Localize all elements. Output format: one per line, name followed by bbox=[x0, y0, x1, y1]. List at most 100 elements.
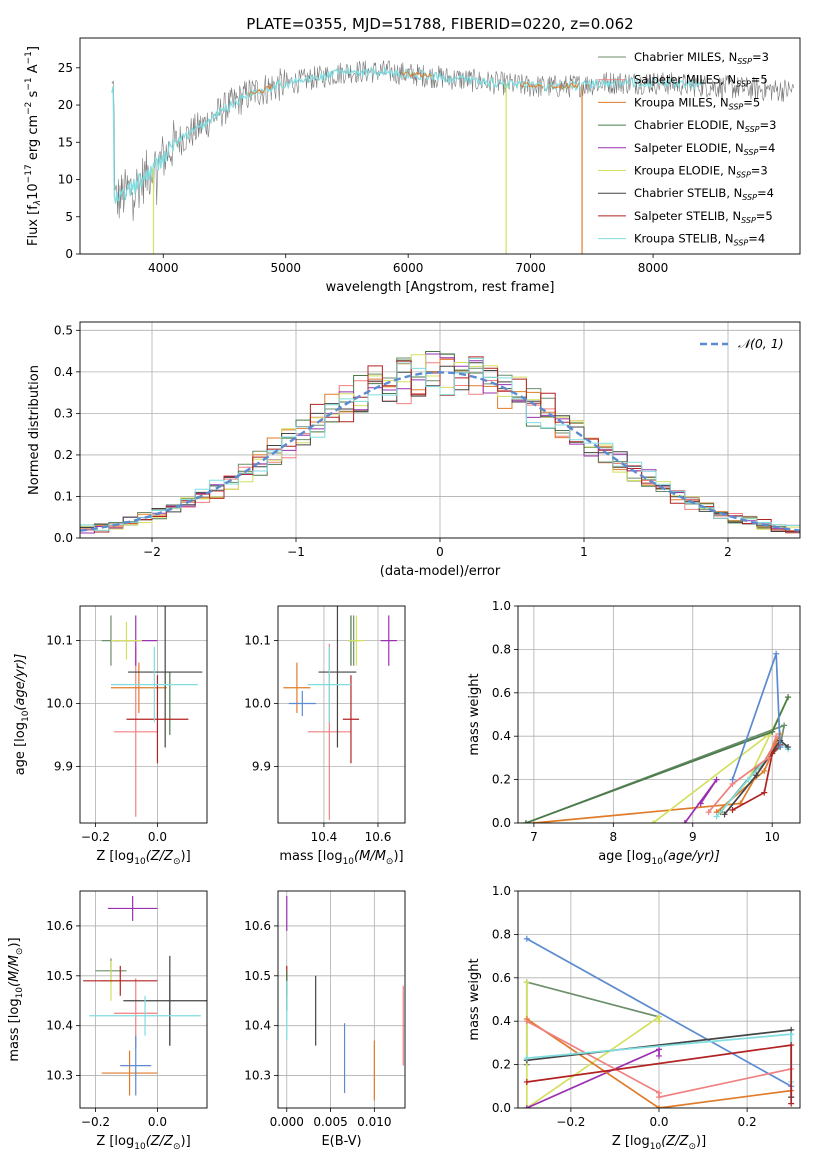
age-Z-ytick-label-0: 9.9 bbox=[54, 759, 73, 773]
weight-Z-plot-area bbox=[518, 891, 800, 1108]
weight-Z-marker-8-0 bbox=[523, 1078, 530, 1085]
mass-Z-ylabel: mass [log10(M/M⊙)] bbox=[7, 937, 25, 1061]
spectrum-xtick-label-4: 8000 bbox=[638, 261, 669, 275]
mass-Z-point-9 bbox=[120, 1035, 152, 1096]
weight-Z-marker-8-1 bbox=[788, 1042, 795, 1049]
weight-Z-marker-7-0 bbox=[523, 1055, 530, 1062]
weight-age-xtick-label-2: 9 bbox=[689, 830, 697, 844]
weight-age-marker-8-1 bbox=[769, 728, 776, 735]
mass-Z-frame bbox=[79, 890, 208, 1109]
age-mass-ytick-label-1: 10.0 bbox=[244, 696, 271, 710]
spectrum-xtick-label-2: 6000 bbox=[393, 261, 424, 275]
weight-age-marker-3-1 bbox=[713, 776, 720, 783]
legend-label-8: Kroupa STELIB, NSSP=4 bbox=[634, 232, 765, 248]
legend-label-2: Kroupa MILES, NSSP=5 bbox=[634, 95, 760, 111]
residuals-ytick-label-4: 0.4 bbox=[54, 365, 73, 379]
mass-EBV-ytick-label-0: 10.3 bbox=[244, 1069, 271, 1083]
panel-weight-age: 7 8 9 10 0.0 0.2 0.4 0.6 0.8 1.0 age [log10(age/yr… bbox=[467, 599, 801, 867]
mass-EBV-xlabel: E(B-V) bbox=[321, 1134, 361, 1149]
mass-EBV-ytick-label-1: 10.4 bbox=[244, 1019, 271, 1033]
age-Z-point-2 bbox=[110, 662, 167, 713]
residuals-ytick-label-3: 0.3 bbox=[54, 406, 73, 420]
age-mass-point-8 bbox=[307, 646, 351, 723]
age-Z-plot-area bbox=[80, 606, 207, 823]
panel-age-mass: 10.4 10.6 9.9 10.0 10.1 mass [log10(M/M⊙)] bbox=[244, 605, 406, 867]
figure-title: PLATE=0355, MJD=51788, FIBERID=0220, z=0… bbox=[246, 15, 633, 33]
residuals-plot-area bbox=[80, 322, 800, 538]
weight-Z-marker-3-0 bbox=[523, 1105, 530, 1108]
weight-age-marker-7-3 bbox=[773, 733, 780, 740]
residuals-xtick-label-3: 1 bbox=[580, 545, 588, 559]
weight-Z-marker-3-1 bbox=[656, 1046, 662, 1053]
mass-Z-plot-area bbox=[80, 891, 207, 1108]
mass-Z-xtick-label-1: 0.0 bbox=[148, 1115, 167, 1129]
age-Z-ytick-label-1: 10.0 bbox=[46, 696, 73, 710]
spectrum-ytick-label-4: 20 bbox=[58, 98, 73, 112]
spectrum-legend: Chabrier MILES, NSSP=3 Salpeter MILES, NS… bbox=[598, 50, 776, 248]
spectrum-model-line bbox=[111, 66, 703, 204]
weight-age-series-7 bbox=[707, 735, 777, 813]
spectrum-orange-seg-2 bbox=[520, 82, 544, 89]
weight-age-marker-9-2 bbox=[777, 744, 784, 751]
spectrum-orange-seg-3 bbox=[548, 82, 579, 90]
mass-Z-point-4 bbox=[107, 895, 158, 921]
spectrum-frame bbox=[79, 37, 801, 255]
age-mass-point-7 bbox=[342, 675, 360, 764]
mass-EBV-ytick-label-3: 10.6 bbox=[244, 919, 271, 933]
weight-Z-ytick-label-4: 0.8 bbox=[492, 927, 511, 941]
weight-age-marker-5-3 bbox=[785, 744, 792, 751]
legend-label-3: Chabrier ELODIE, NSSP=3 bbox=[634, 118, 776, 134]
age-Z-point-1 bbox=[114, 646, 158, 817]
weight-age-ytick-label-4: 0.8 bbox=[492, 642, 511, 656]
legend-label-4: Salpeter ELODIE, NSSP=4 bbox=[634, 141, 775, 157]
normal-curve bbox=[80, 371, 800, 532]
weight-Z-ylabel: mass weight bbox=[467, 958, 482, 1040]
spectrum-ytick-label-3: 15 bbox=[58, 135, 73, 149]
weight-Z-marker-8-2 bbox=[788, 1100, 795, 1107]
age-Z-frame bbox=[79, 605, 208, 824]
age-Z-ylabel: age [log10(age/yr)] bbox=[13, 654, 31, 776]
weight-age-marker-5-1 bbox=[753, 772, 760, 779]
age-mass-xtick-label-1: 10.6 bbox=[365, 830, 392, 844]
panel-weight-Z: −0.2 0.0 0.2 0.0 0.2 0.4 0.6 0.8 1.0 Z [log10(Z/Z… bbox=[467, 884, 801, 1152]
weight-Z-marker-7-1 bbox=[788, 1031, 795, 1038]
weight-Z-marker-5-2 bbox=[656, 1094, 662, 1101]
hist-kroupa-stelib bbox=[80, 357, 800, 538]
weight-Z-marker-0-0 bbox=[523, 935, 530, 942]
weight-Z-ytick-label-5: 1.0 bbox=[492, 884, 511, 898]
age-Z-point-7 bbox=[126, 675, 189, 764]
residuals-xtick-label-4: 2 bbox=[724, 545, 732, 559]
weight-age-xlabel: age [log10(age/yr)] bbox=[598, 849, 720, 867]
weight-age-ytick-label-0: 0.0 bbox=[492, 816, 511, 830]
spectrum-ytick-label-1: 5 bbox=[65, 210, 73, 224]
weight-Z-marker-4-1 bbox=[656, 1105, 662, 1108]
weight-age-ytick-label-1: 0.2 bbox=[492, 773, 511, 787]
panel-mass-Z: −0.2 0.0 10.3 10.4 10.5 10.6 Z [log10(Z/Z⊙)] ma… bbox=[7, 890, 208, 1152]
spectrum-plot-area bbox=[111, 60, 794, 254]
weight-Z-ytick-label-3: 0.6 bbox=[492, 971, 511, 985]
spectrum-xtick-label-3: 7000 bbox=[515, 261, 546, 275]
spectrum-data-line bbox=[111, 60, 794, 221]
mass-Z-point-2 bbox=[101, 1050, 158, 1096]
spectrum-ytick-label-0: 0 bbox=[65, 247, 73, 261]
residuals-xtick-label-1: −1 bbox=[287, 545, 305, 559]
mass-EBV-plot-area bbox=[278, 891, 405, 1108]
legend-label-7: Salpeter STELIB, NSSP=5 bbox=[634, 209, 773, 225]
residuals-ytick-label-0: 0.0 bbox=[54, 531, 73, 545]
age-Z-point-5 bbox=[110, 621, 142, 660]
residuals-ytick-label-2: 0.2 bbox=[54, 448, 73, 462]
age-Z-xtick-label-0: −0.2 bbox=[81, 830, 110, 844]
weight-age-marker-4-1 bbox=[745, 776, 752, 783]
age-Z-xtick-label-1: 0.0 bbox=[148, 830, 167, 844]
age-mass-plot-area bbox=[278, 606, 405, 823]
weight-Z-xlabel: Z [log10(Z/Z⊙)] bbox=[612, 1134, 706, 1152]
weight-age-marker-4-0 bbox=[713, 813, 720, 820]
residuals-xtick-label-2: 0 bbox=[436, 545, 444, 559]
weight-age-marker-9-1 bbox=[773, 650, 780, 657]
weight-age-marker-1-0 bbox=[530, 820, 537, 823]
weight-age-series-9 bbox=[731, 653, 781, 780]
mass-Z-ytick-label-1: 10.4 bbox=[46, 1019, 73, 1033]
weight-Z-marker-2-0 bbox=[523, 979, 530, 986]
age-mass-ytick-label-2: 10.1 bbox=[244, 634, 271, 648]
mass-Z-ytick-label-0: 10.3 bbox=[46, 1069, 73, 1083]
